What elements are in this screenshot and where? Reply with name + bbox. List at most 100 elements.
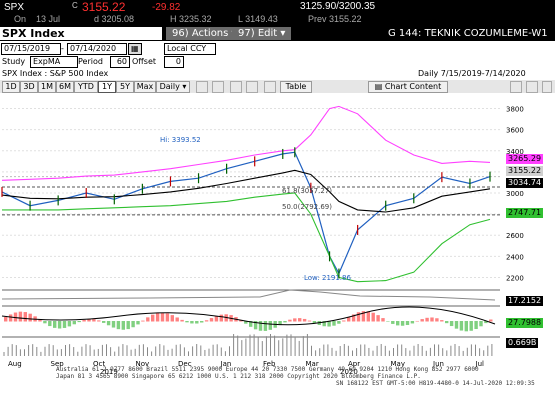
histogram-bar: [464, 321, 468, 332]
high-price: H 3235.32: [170, 14, 212, 24]
high-annotation: Hi: 3393.52: [160, 136, 201, 144]
footer-line-3: SN 168122 EST GMT-5:00 H819-4480-0 14-Ju…: [336, 380, 535, 387]
histogram-bar: [425, 317, 429, 322]
histogram-bar: [87, 318, 91, 322]
histogram-bar: [342, 320, 346, 322]
chart-series: [1, 105, 491, 283]
settings-gear-icon[interactable]: [510, 81, 522, 93]
open-price: d 3205.08: [94, 14, 135, 24]
range-max[interactable]: Max: [134, 81, 156, 93]
histogram-bar: [160, 312, 165, 322]
histogram-bar: [405, 321, 410, 326]
chart-header-left: SPX Index : S&P 500 Index: [2, 69, 109, 78]
histogram-bar: [165, 313, 170, 322]
ema-line: [1, 169, 491, 213]
legend-icon[interactable]: [526, 81, 538, 93]
actions-label: Actions: [191, 28, 229, 39]
histogram-bar: [361, 311, 366, 322]
fib-50-label: 50.0(2792.69): [282, 203, 332, 211]
x-tick-label: Apr: [348, 360, 360, 368]
histogram-bar: [454, 321, 459, 329]
histogram-bar: [97, 320, 101, 322]
offset-input[interactable]: 0: [164, 56, 184, 68]
page-title: G 144: TEKNIK COZUMLEME-W1: [388, 28, 548, 39]
bid-ask: 3125.90/3200.35: [300, 1, 376, 12]
calendar-icon[interactable]: ▦: [128, 43, 142, 55]
histogram-bar: [92, 319, 96, 322]
histogram-bar: [57, 321, 62, 329]
histogram-bar: [489, 319, 493, 322]
x-tick-label: Aug: [8, 360, 22, 368]
x-tick-label: Dec: [178, 360, 192, 368]
indicator1-tag: 17.2152: [506, 296, 544, 306]
last-price-tag: 3155.22: [506, 166, 544, 176]
edit-number: 97): [238, 28, 255, 39]
bar-style-icon[interactable]: [264, 81, 276, 93]
fib-618-label: 61.8(3057.27): [282, 187, 332, 195]
period-input[interactable]: 60: [110, 56, 130, 68]
range-1m[interactable]: 1M: [38, 81, 56, 93]
histogram-bar: [249, 321, 253, 327]
upper-band-tag: 3265.29: [506, 154, 544, 164]
histogram-bar: [400, 321, 405, 326]
x-tick-label: Jun: [432, 360, 444, 368]
histogram-bar: [136, 321, 140, 325]
histogram-bar: [175, 317, 179, 322]
histogram-bar: [190, 321, 194, 324]
histogram-bar: [474, 321, 478, 330]
range-1d[interactable]: 1D: [2, 81, 20, 93]
histogram-bar: [410, 321, 415, 324]
y-tick-label: 2200: [506, 274, 524, 282]
y-axis-labels: 220024002600280030003200340036003800: [506, 106, 524, 283]
table-button[interactable]: Table: [280, 81, 312, 93]
frequency-select[interactable]: Daily ▾: [156, 81, 190, 93]
currency-select[interactable]: Local CCY: [164, 43, 216, 55]
indicator3-tag: 0.669B: [506, 338, 539, 348]
histogram-bar: [420, 319, 424, 322]
year-label-2020: 2020: [340, 368, 358, 376]
histogram-bar: [214, 316, 219, 322]
last-price: 3155.22: [82, 0, 126, 14]
start-date-field[interactable]: 07/15/2019: [1, 43, 61, 55]
range-5y[interactable]: 5Y: [116, 81, 134, 93]
on-label: On: [14, 14, 27, 24]
histogram-bar: [239, 319, 243, 322]
indicator2-line: [1, 306, 496, 326]
histogram-bar: [106, 321, 111, 326]
chart-content-button[interactable]: ▤ Chart Content: [368, 81, 448, 93]
edit-menu[interactable]: 97) Edit ▾: [232, 27, 292, 40]
range-3d[interactable]: 3D: [20, 81, 38, 93]
histogram-bar: [337, 321, 341, 324]
x-tick-label: Jul: [475, 360, 485, 368]
study-select[interactable]: ExpMA: [30, 56, 78, 68]
draw-tool-icon[interactable]: [212, 81, 224, 93]
histogram-bar: [484, 321, 488, 324]
histogram-bar: [440, 320, 444, 322]
range-ytd[interactable]: YTD: [74, 81, 98, 93]
histogram-bar: [479, 321, 483, 327]
low-price: L 3149.43: [238, 14, 278, 24]
histogram-bar: [4, 317, 8, 322]
zoom-tool-icon[interactable]: [230, 81, 242, 93]
indicator-panels: [1, 289, 496, 356]
histogram-bar: [293, 318, 297, 322]
study-label: Study: [2, 57, 26, 66]
histogram-bar: [219, 314, 223, 322]
y-tick-label: 3600: [506, 127, 524, 135]
end-date-field[interactable]: 07/14/2020: [67, 43, 127, 55]
close-icon[interactable]: [542, 81, 552, 93]
histogram-bar: [356, 312, 361, 322]
annotate-tool-icon[interactable]: [246, 81, 258, 93]
price-chart[interactable]: 220024002600280030003200340036003800 Aug…: [0, 94, 555, 400]
histogram-bar: [82, 319, 86, 322]
range-6m[interactable]: 6M: [56, 81, 74, 93]
histogram-bar: [43, 321, 47, 324]
chart-content-label: Chart Content: [384, 82, 442, 91]
x-tick-label: Sep: [51, 360, 65, 368]
security-input[interactable]: SPX Index: [0, 27, 162, 40]
x-tick-label: Oct: [93, 360, 105, 368]
range-1y[interactable]: 1Y: [98, 81, 116, 93]
line-tool-icon[interactable]: [196, 81, 208, 93]
histogram-bar: [322, 321, 326, 327]
footer: Australia 61 2 9777 8600 Brazil 5511 239…: [56, 366, 555, 400]
